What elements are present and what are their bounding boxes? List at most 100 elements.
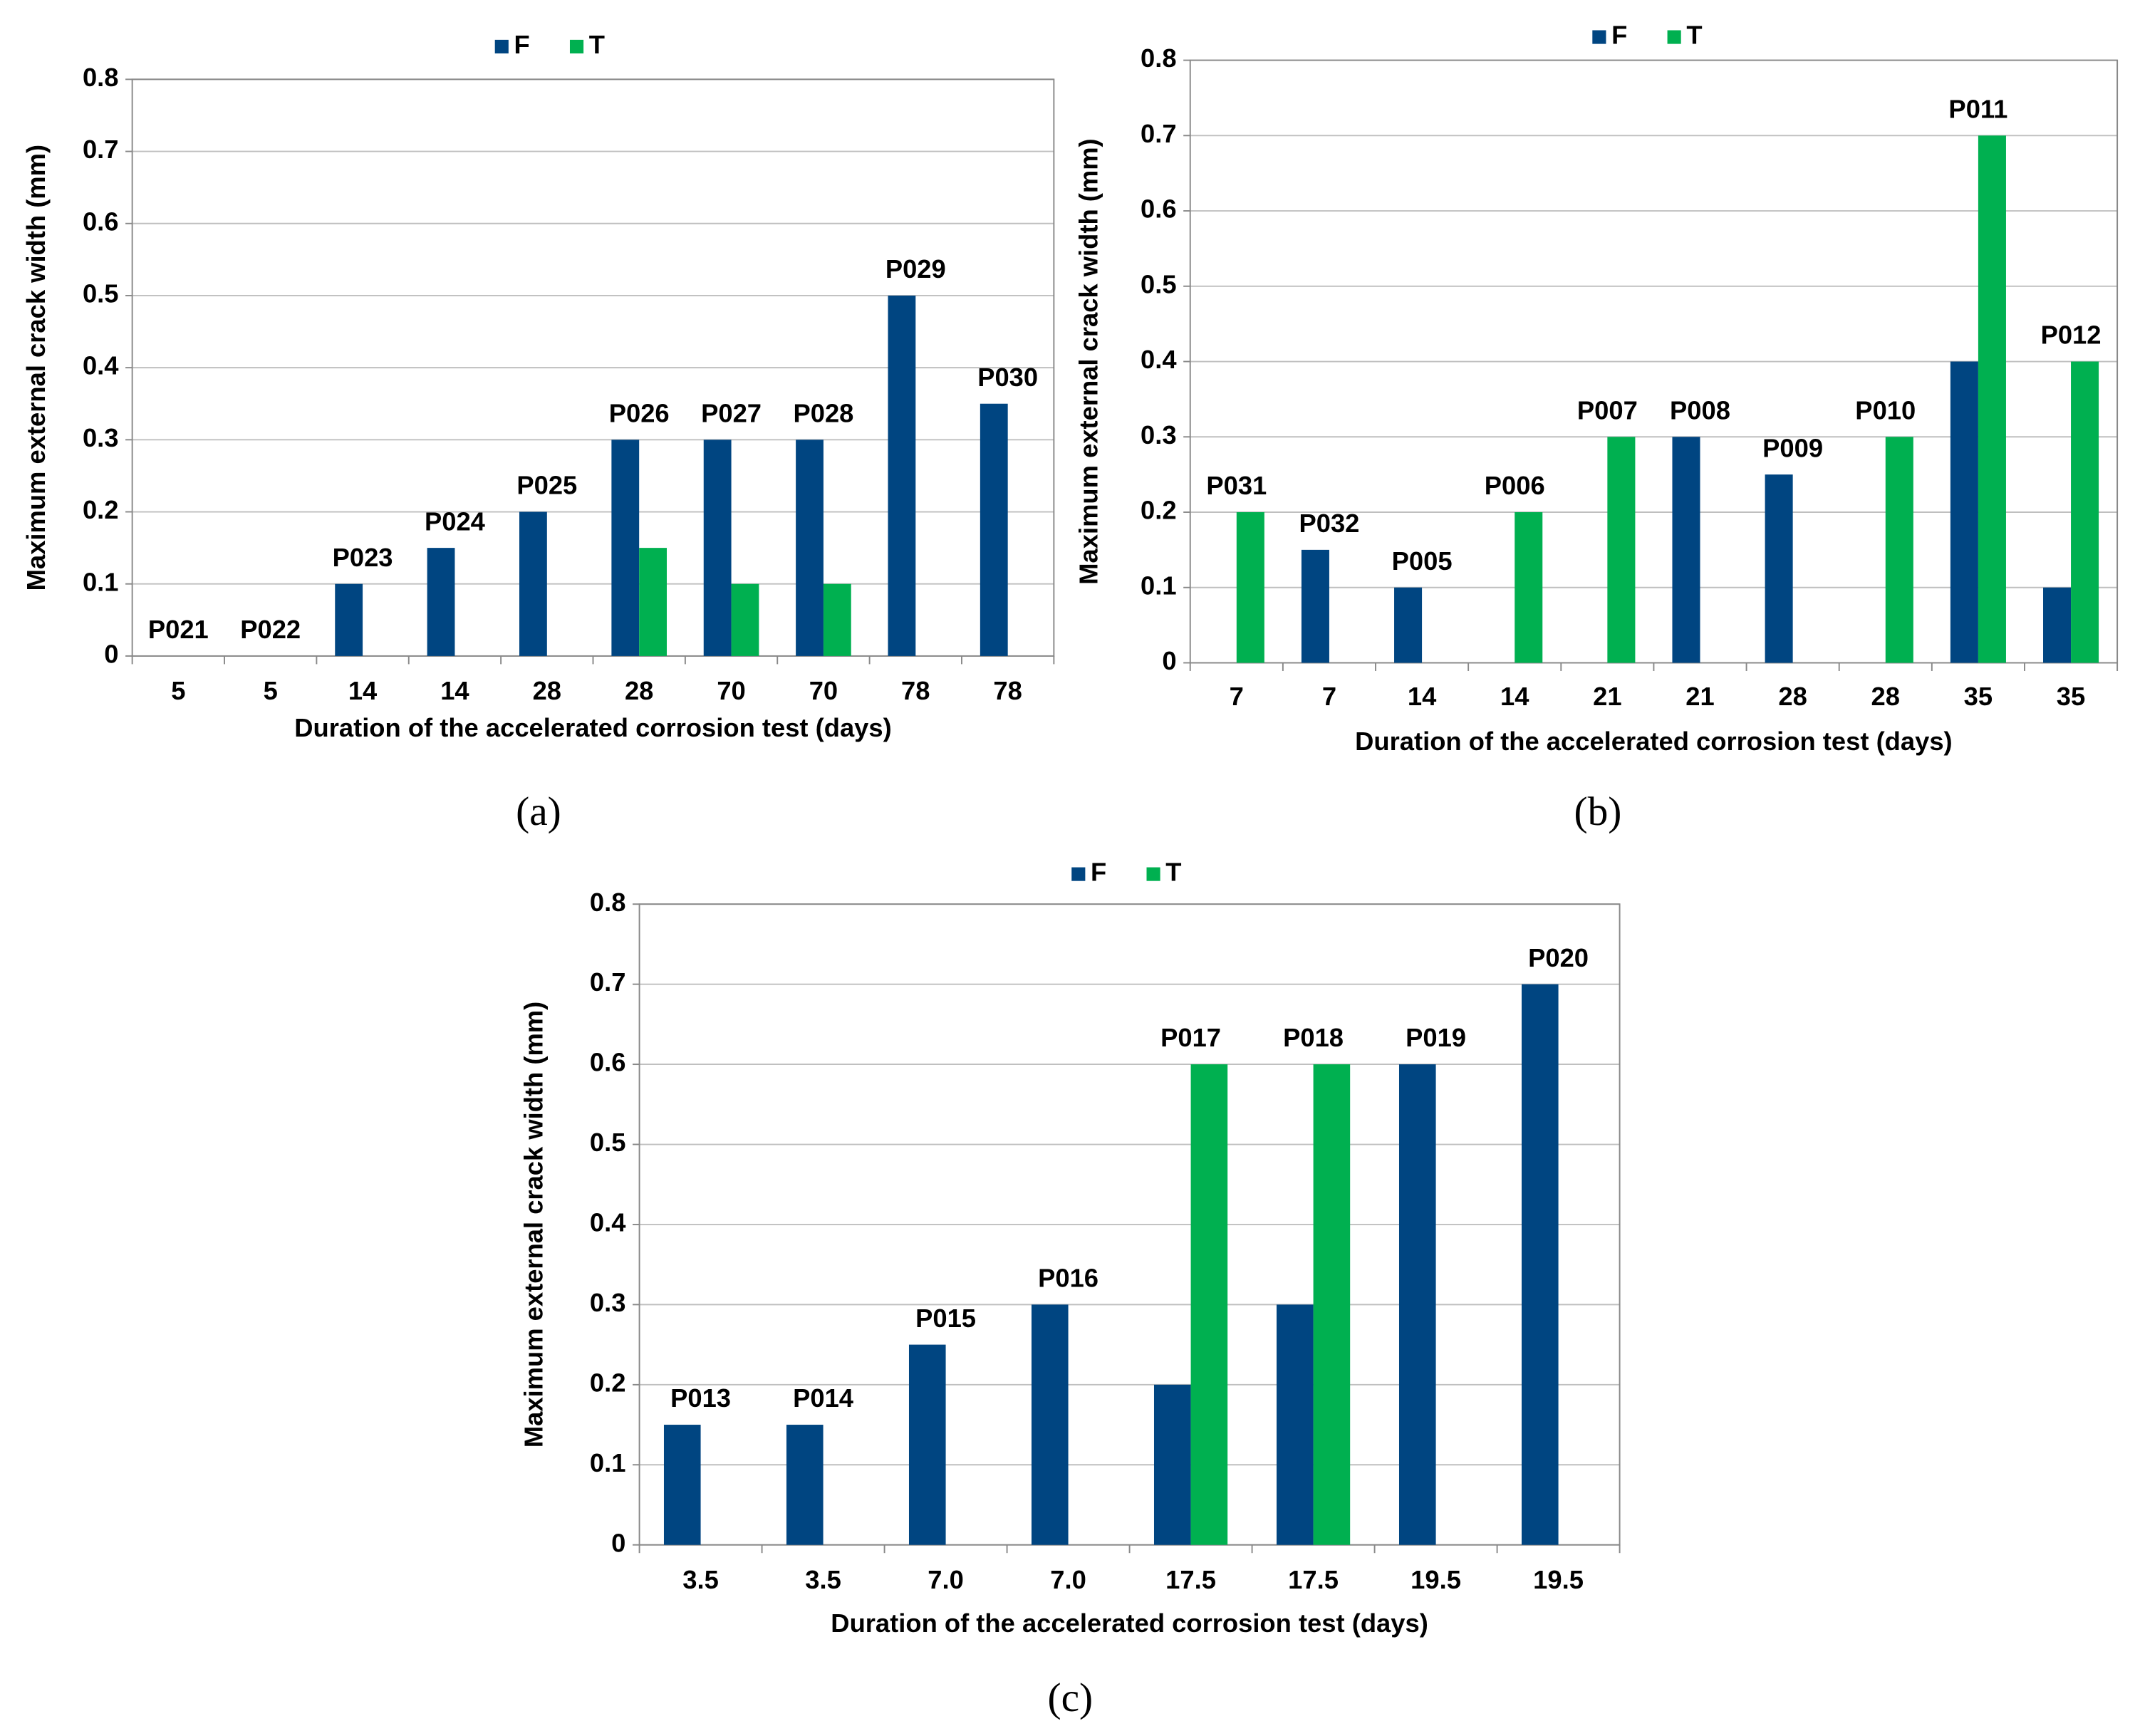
x-axis-title: Duration of the accelerated corrosion te… xyxy=(294,713,892,742)
x-tick-label: 28 xyxy=(1778,682,1807,711)
x-axis-title: Duration of the accelerated corrosion te… xyxy=(1355,727,1952,756)
bar xyxy=(1950,361,1978,663)
x-tick-label: 7 xyxy=(1322,682,1336,711)
x-tick-label: 3.5 xyxy=(805,1565,841,1594)
bar xyxy=(1672,437,1700,663)
bar-label: P006 xyxy=(1485,471,1545,500)
panel-label: (c) xyxy=(1047,1675,1093,1720)
y-tick-label: 0 xyxy=(1162,646,1176,675)
x-tick-label: 14 xyxy=(348,676,378,705)
bar xyxy=(1153,1384,1191,1545)
bar xyxy=(2043,587,2072,663)
x-tick-label: 3.5 xyxy=(682,1565,719,1594)
x-tick-label: 28 xyxy=(625,676,653,705)
bar xyxy=(980,403,1008,656)
bar-label: P027 xyxy=(701,398,762,427)
y-tick-label: 0.4 xyxy=(83,351,119,380)
y-tick-label: 0.5 xyxy=(590,1128,626,1157)
bar-label: P021 xyxy=(148,615,209,644)
legend-label: T xyxy=(1165,858,1181,887)
x-tick-label: 5 xyxy=(171,676,185,705)
x-tick-label: 14 xyxy=(440,676,469,705)
legend-label: T xyxy=(1686,21,1702,50)
x-tick-label: 70 xyxy=(717,676,745,705)
legend-label: F xyxy=(1611,21,1627,50)
bar-label: P015 xyxy=(915,1304,976,1333)
bar xyxy=(1521,984,1559,1545)
bar-label: P023 xyxy=(333,543,393,572)
x-axis-title: Duration of the accelerated corrosion te… xyxy=(831,1608,1428,1638)
y-tick-label: 0.3 xyxy=(590,1288,626,1317)
legend-swatch xyxy=(1667,30,1681,44)
y-tick-label: 0.4 xyxy=(1141,345,1177,374)
bar xyxy=(1313,1064,1351,1545)
y-tick-label: 0.8 xyxy=(1141,43,1177,73)
y-tick-label: 0.5 xyxy=(83,279,119,308)
y-tick-label: 0.3 xyxy=(83,423,119,452)
bar xyxy=(823,583,851,656)
bar xyxy=(663,1425,701,1545)
panel-label: (b) xyxy=(1574,789,1621,834)
bar xyxy=(1607,437,1636,663)
y-axis-title: Maximum external crack width (mm) xyxy=(519,1002,549,1447)
y-tick-label: 0.6 xyxy=(590,1048,626,1077)
bar xyxy=(908,1344,946,1545)
y-tick-label: 0.1 xyxy=(1141,571,1177,600)
y-tick-label: 0.7 xyxy=(1141,119,1177,148)
y-tick-label: 0.2 xyxy=(83,495,119,524)
bar xyxy=(1236,512,1264,663)
bar-label: P012 xyxy=(2041,321,2102,350)
x-tick-label: 19.5 xyxy=(1411,1565,1461,1594)
bar-label: P010 xyxy=(1855,395,1916,425)
bar-label: P005 xyxy=(1392,546,1453,576)
bar-label: P024 xyxy=(425,506,486,536)
x-tick-label: 21 xyxy=(1593,682,1621,711)
legend-swatch xyxy=(569,39,584,54)
bar xyxy=(2071,361,2099,663)
y-tick-label: 0.4 xyxy=(590,1208,626,1237)
bar-label: P025 xyxy=(516,471,577,500)
bar xyxy=(1031,1304,1069,1545)
legend-label: F xyxy=(1091,858,1106,887)
bar-label: P026 xyxy=(609,398,670,427)
x-tick-label: 14 xyxy=(1500,682,1529,711)
bar-label: P030 xyxy=(977,363,1038,392)
bar xyxy=(519,511,547,656)
y-tick-label: 0 xyxy=(611,1528,625,1557)
x-tick-label: 21 xyxy=(1685,682,1714,711)
y-tick-label: 0.6 xyxy=(1141,194,1177,224)
legend-label: F xyxy=(514,30,530,59)
bar xyxy=(1398,1064,1436,1545)
bar xyxy=(611,440,640,656)
bar xyxy=(786,1425,824,1545)
bar-label: P008 xyxy=(1670,395,1730,425)
bar xyxy=(731,583,759,656)
panel-label: (a) xyxy=(516,789,561,834)
bar xyxy=(639,548,667,656)
legend-swatch xyxy=(494,39,509,54)
y-tick-label: 0.3 xyxy=(1141,420,1177,449)
bar xyxy=(1765,474,1793,663)
x-tick-label: 7 xyxy=(1230,682,1244,711)
bar-label: P020 xyxy=(1528,943,1589,972)
y-tick-label: 0.2 xyxy=(590,1368,626,1397)
x-tick-label: 70 xyxy=(809,676,838,705)
bar-label: P031 xyxy=(1206,471,1267,500)
bar-label: P011 xyxy=(1948,94,2007,123)
x-tick-label: 78 xyxy=(901,676,930,705)
y-tick-label: 0.8 xyxy=(83,63,119,92)
bar xyxy=(1515,512,1543,663)
bar xyxy=(335,583,363,656)
y-tick-label: 0 xyxy=(104,640,118,669)
y-axis-title: Maximum external crack width (mm) xyxy=(21,145,51,591)
bar xyxy=(1394,587,1423,663)
bar xyxy=(1978,135,2006,663)
bar xyxy=(1885,437,1913,663)
bar xyxy=(1190,1064,1228,1545)
y-tick-label: 0.8 xyxy=(590,888,626,917)
bar-label: P029 xyxy=(885,254,946,284)
bar-label: P016 xyxy=(1038,1264,1098,1293)
x-tick-label: 17.5 xyxy=(1288,1565,1339,1594)
x-tick-label: 35 xyxy=(1964,682,1993,711)
bar-label: P022 xyxy=(240,615,301,644)
